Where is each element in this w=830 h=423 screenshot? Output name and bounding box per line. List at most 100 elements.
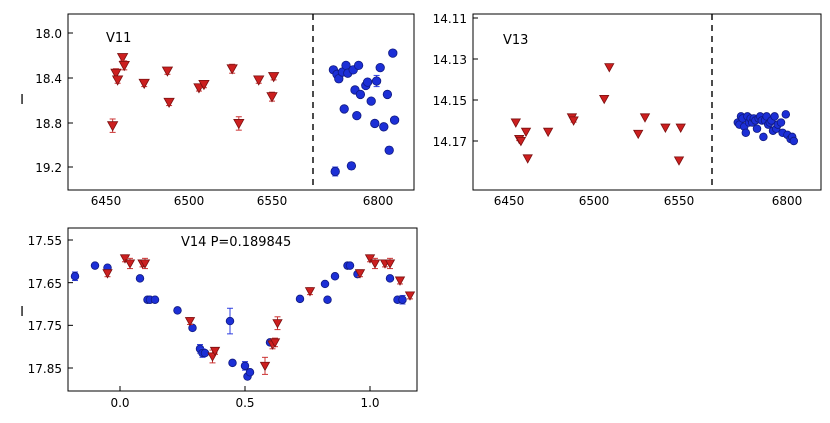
data-point-triangle (110, 68, 122, 80)
data-marks (70, 254, 416, 381)
data-point-circle (330, 166, 340, 177)
data-point-triangle (515, 136, 527, 147)
data-point-triangle (633, 129, 644, 140)
data-point-triangle (139, 259, 151, 269)
data-point-circle (776, 118, 786, 127)
x-ticks: 0.0 0.5 1.0 (110, 396, 379, 410)
data-point-triangle (106, 121, 119, 132)
data-point-circle (371, 76, 382, 86)
data-point-circle (245, 368, 255, 377)
data-marks (106, 48, 400, 177)
panel-label: V13 (503, 33, 528, 48)
data-point-circle (789, 136, 799, 146)
data-point-triangle (369, 259, 381, 269)
data-point-circle (173, 306, 182, 315)
panel-v13: V13 14.11 14.13 14.15 14.17 6450 6500 65… (433, 12, 822, 208)
y-tick-label: 18.8 (35, 117, 62, 131)
x-tick-label: 6800 (772, 194, 803, 208)
data-point-circle (225, 316, 235, 326)
data-point-circle (135, 274, 145, 283)
y-axis-label: I (20, 305, 24, 320)
y-ticks: 14.11 14.13 14.15 14.17 (433, 12, 478, 149)
x-tick-label: 6800 (363, 194, 394, 208)
data-point-circle (352, 110, 362, 121)
data-marks (510, 63, 799, 166)
data-point-triangle (184, 317, 196, 327)
data-point-circle (370, 118, 380, 129)
data-point-triangle (272, 319, 283, 329)
y-ticks: 17.55 17.65 17.75 17.85 (28, 234, 62, 376)
data-point-triangle (639, 113, 651, 123)
data-point-circle (759, 132, 768, 142)
data-point-triangle (138, 78, 150, 90)
data-point-triangle (118, 60, 130, 72)
x-tick-label: 6450 (91, 194, 122, 208)
y-tick-label: 14.13 (433, 53, 467, 67)
data-point-circle (339, 104, 349, 114)
panel-label: V11 (106, 31, 131, 46)
data-point-circle (384, 145, 394, 155)
x-tick-label: 0.0 (110, 396, 129, 410)
y-ticks: 18.0 18.4 18.8 19.2 (35, 27, 73, 175)
data-point-circle (362, 77, 373, 87)
data-point-triangle (259, 361, 271, 372)
panel-label: V14 P=0.189845 (181, 235, 291, 250)
data-point-triangle (599, 94, 610, 105)
data-point-circle (366, 96, 376, 106)
data-point-triangle (304, 287, 316, 297)
y-tick-label: 17.55 (28, 234, 62, 248)
data-point-circle (752, 124, 762, 133)
data-point-triangle (568, 116, 579, 126)
x-tick-label: 6550 (257, 194, 288, 208)
y-axis-label: I (20, 93, 24, 108)
data-point-triangle (269, 338, 281, 348)
data-point-circle (388, 48, 398, 58)
data-point-triangle (226, 64, 238, 75)
data-point-circle (90, 261, 100, 270)
data-point-circle (382, 89, 393, 100)
data-point-circle (240, 361, 250, 371)
data-point-circle (781, 110, 791, 119)
data-point-triangle (660, 123, 671, 133)
data-point-circle (375, 62, 385, 73)
panel-v14: V14 P=0.189845 I 17.55 17.65 17.75 17.85… (20, 227, 418, 410)
y-tick-label: 17.75 (28, 319, 62, 333)
data-point-circle (346, 161, 357, 171)
data-point-circle (770, 112, 779, 121)
data-point-circle (355, 89, 366, 100)
data-point-triangle (522, 154, 533, 164)
y-tick-label: 17.85 (28, 362, 62, 376)
x-tick-label: 6500 (174, 194, 205, 208)
data-point-triangle (111, 75, 124, 86)
data-point-triangle (253, 75, 265, 86)
data-point-circle (345, 261, 355, 270)
data-point-triangle (209, 346, 221, 357)
data-point-circle (295, 294, 305, 304)
y-tick-label: 19.2 (35, 161, 62, 175)
data-point-triangle (266, 92, 278, 103)
axes-frame (67, 13, 415, 191)
data-point-triangle (404, 291, 416, 301)
y-tick-label: 14.17 (433, 135, 467, 149)
data-point-circle (741, 128, 751, 138)
data-point-triangle (675, 123, 686, 133)
data-point-triangle (116, 53, 129, 64)
x-ticks: 6450 6500 6550 6800 (91, 194, 394, 208)
data-point-triangle (542, 127, 554, 138)
data-point-circle (150, 295, 160, 304)
data-point-triangle (673, 156, 685, 166)
axes-frame (472, 13, 822, 191)
data-point-circle (320, 279, 330, 289)
data-point-circle (228, 358, 237, 368)
data-point-triangle (124, 259, 136, 269)
x-tick-label: 1.0 (360, 396, 379, 410)
panel-v11: V11 I 18.0 18.4 18.8 19.2 6450 6500 6550… (20, 13, 415, 208)
data-point-triangle (233, 119, 245, 130)
data-point-circle (70, 272, 80, 281)
data-point-circle (379, 122, 389, 132)
data-point-triangle (198, 79, 210, 91)
y-tick-label: 17.65 (28, 277, 62, 291)
data-point-circle (389, 115, 400, 125)
y-tick-label: 14.15 (433, 94, 467, 108)
data-point-circle (385, 274, 395, 283)
